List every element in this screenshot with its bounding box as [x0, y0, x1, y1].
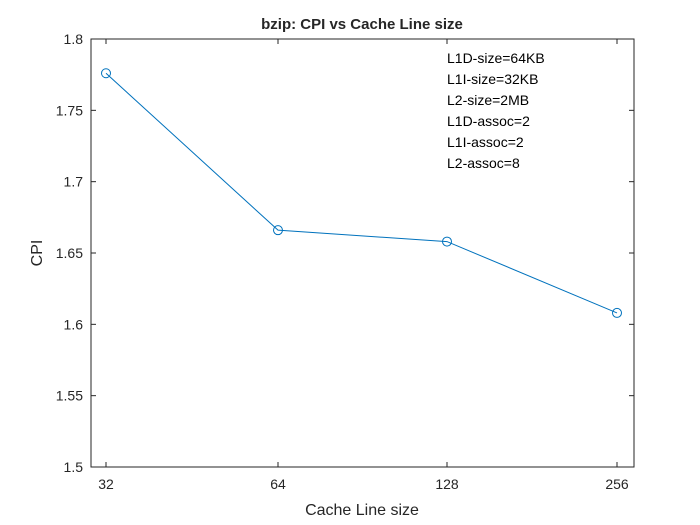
x-axis-ticks: 32 64 128 256	[98, 39, 629, 492]
data-point	[101, 68, 111, 79]
annotation-line: L2-assoc=8	[447, 155, 520, 171]
y-tick-label: 1.65	[56, 245, 83, 261]
data-point	[273, 225, 283, 236]
data-point	[612, 307, 622, 318]
x-tick-label: 32	[98, 476, 114, 492]
y-axis-ticks: 1.5 1.55 1.6 1.65 1.7 1.75 1.8	[56, 31, 634, 475]
annotation-line: L1D-assoc=2	[447, 113, 530, 129]
x-tick-label: 128	[435, 476, 459, 492]
x-tick-label: 256	[605, 476, 629, 492]
y-tick-label: 1.7	[64, 174, 84, 190]
y-tick-label: 1.5	[64, 459, 84, 475]
annotation-line: L1I-size=32KB	[447, 71, 538, 87]
y-axis-label: CPI	[29, 240, 46, 267]
y-tick-label: 1.6	[64, 316, 84, 332]
y-tick-label: 1.55	[56, 388, 83, 404]
series-line	[105, 72, 618, 314]
x-axis-label: Cache Line size	[305, 502, 419, 519]
annotation-box: L1D-size=64KB L1I-size=32KB L2-size=2MB L1D…	[447, 50, 545, 171]
plot-area	[90, 38, 635, 468]
y-tick-label: 1.8	[64, 31, 84, 47]
data-point	[442, 236, 452, 247]
annotation-line: L1I-assoc=2	[447, 134, 524, 150]
series-layer	[101, 68, 622, 318]
x-tick-label: 64	[270, 476, 286, 492]
annotation-line: L1D-size=64KB	[447, 50, 545, 66]
y-tick-label: 1.75	[56, 102, 83, 118]
annotation-line: L2-size=2MB	[447, 92, 529, 108]
chart-title: bzip: CPI vs Cache Line size	[261, 16, 463, 33]
